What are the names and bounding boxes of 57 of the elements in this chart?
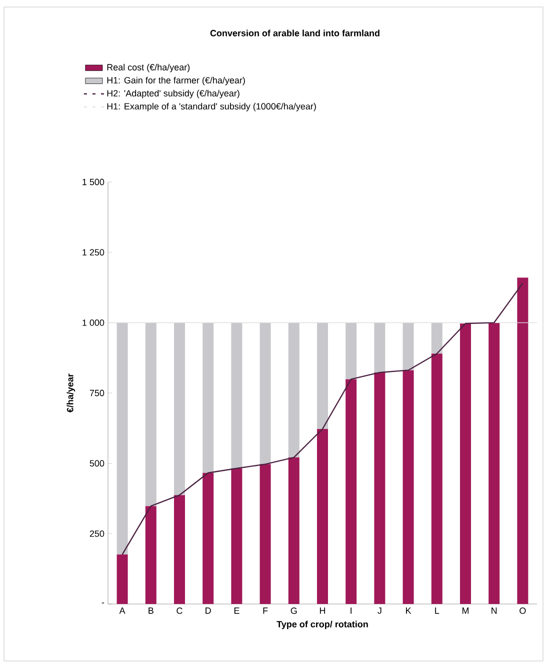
x-tick-label: G — [290, 608, 297, 614]
bar — [288, 457, 300, 604]
bar — [402, 370, 414, 604]
bar — [260, 464, 271, 604]
bar — [488, 322, 500, 604]
y-tick-label: 750 — [90, 390, 104, 396]
chart-title: Conversion of arable land into farmland — [210, 30, 380, 36]
bar — [231, 468, 242, 604]
legend-label: H2: 'Adapted' subsidy (€/ha/year) — [107, 90, 240, 98]
x-axis-title: Type of crop/ rotation — [276, 620, 368, 630]
legend-label: H1: Example of a 'standard' subsidy (1000€/ha/year) — [107, 102, 316, 112]
y-tick-label: 250 — [90, 530, 104, 537]
x-tick-label: I — [350, 608, 352, 614]
bar — [316, 429, 328, 604]
x-tick-label: K — [406, 608, 412, 614]
bar — [460, 324, 471, 604]
x-tick-label: A — [119, 608, 126, 614]
legend-label: Real cost (€/ha/year) — [107, 64, 190, 72]
y-tick-label: 1 500 — [82, 178, 104, 186]
y-axis-title: €/ha/year — [66, 374, 76, 412]
bar — [174, 495, 185, 604]
x-tick-label: J — [378, 608, 382, 614]
bar — [174, 322, 185, 496]
x-tick-label: O — [520, 608, 526, 614]
bar — [374, 322, 386, 372]
bar — [231, 322, 242, 468]
x-tick-label: D — [206, 608, 211, 614]
legend-label: H1: Gain for the farmer (€/ha/year) — [107, 76, 245, 86]
y-tick-label: 1 000 — [82, 319, 104, 326]
x-tick-label: N — [492, 608, 497, 614]
x-tick-label: C — [176, 608, 182, 614]
x-tick-label: H — [320, 608, 326, 614]
bar — [202, 322, 214, 473]
x-tick-label: B — [148, 608, 154, 614]
bar — [288, 322, 300, 458]
bar — [145, 322, 156, 506]
bar — [116, 554, 128, 604]
bar — [116, 322, 128, 554]
bar — [346, 322, 357, 380]
bar — [431, 322, 442, 354]
x-tick-label: F — [263, 608, 268, 614]
bar — [517, 278, 528, 604]
bar — [374, 372, 386, 604]
bar — [145, 506, 156, 604]
bar — [316, 322, 328, 430]
bar — [260, 322, 271, 464]
x-tick-label: E — [234, 608, 240, 614]
y-tick-label: 500 — [90, 460, 104, 467]
bar — [202, 472, 214, 604]
bar — [346, 379, 357, 604]
bar — [431, 354, 442, 604]
x-tick-label: M — [462, 608, 468, 614]
line-series — [122, 282, 524, 556]
y-tick-label: 1 250 — [82, 249, 104, 256]
x-tick-label: L — [435, 608, 440, 614]
bar — [402, 322, 414, 370]
y-tick-label: - — [102, 602, 104, 604]
